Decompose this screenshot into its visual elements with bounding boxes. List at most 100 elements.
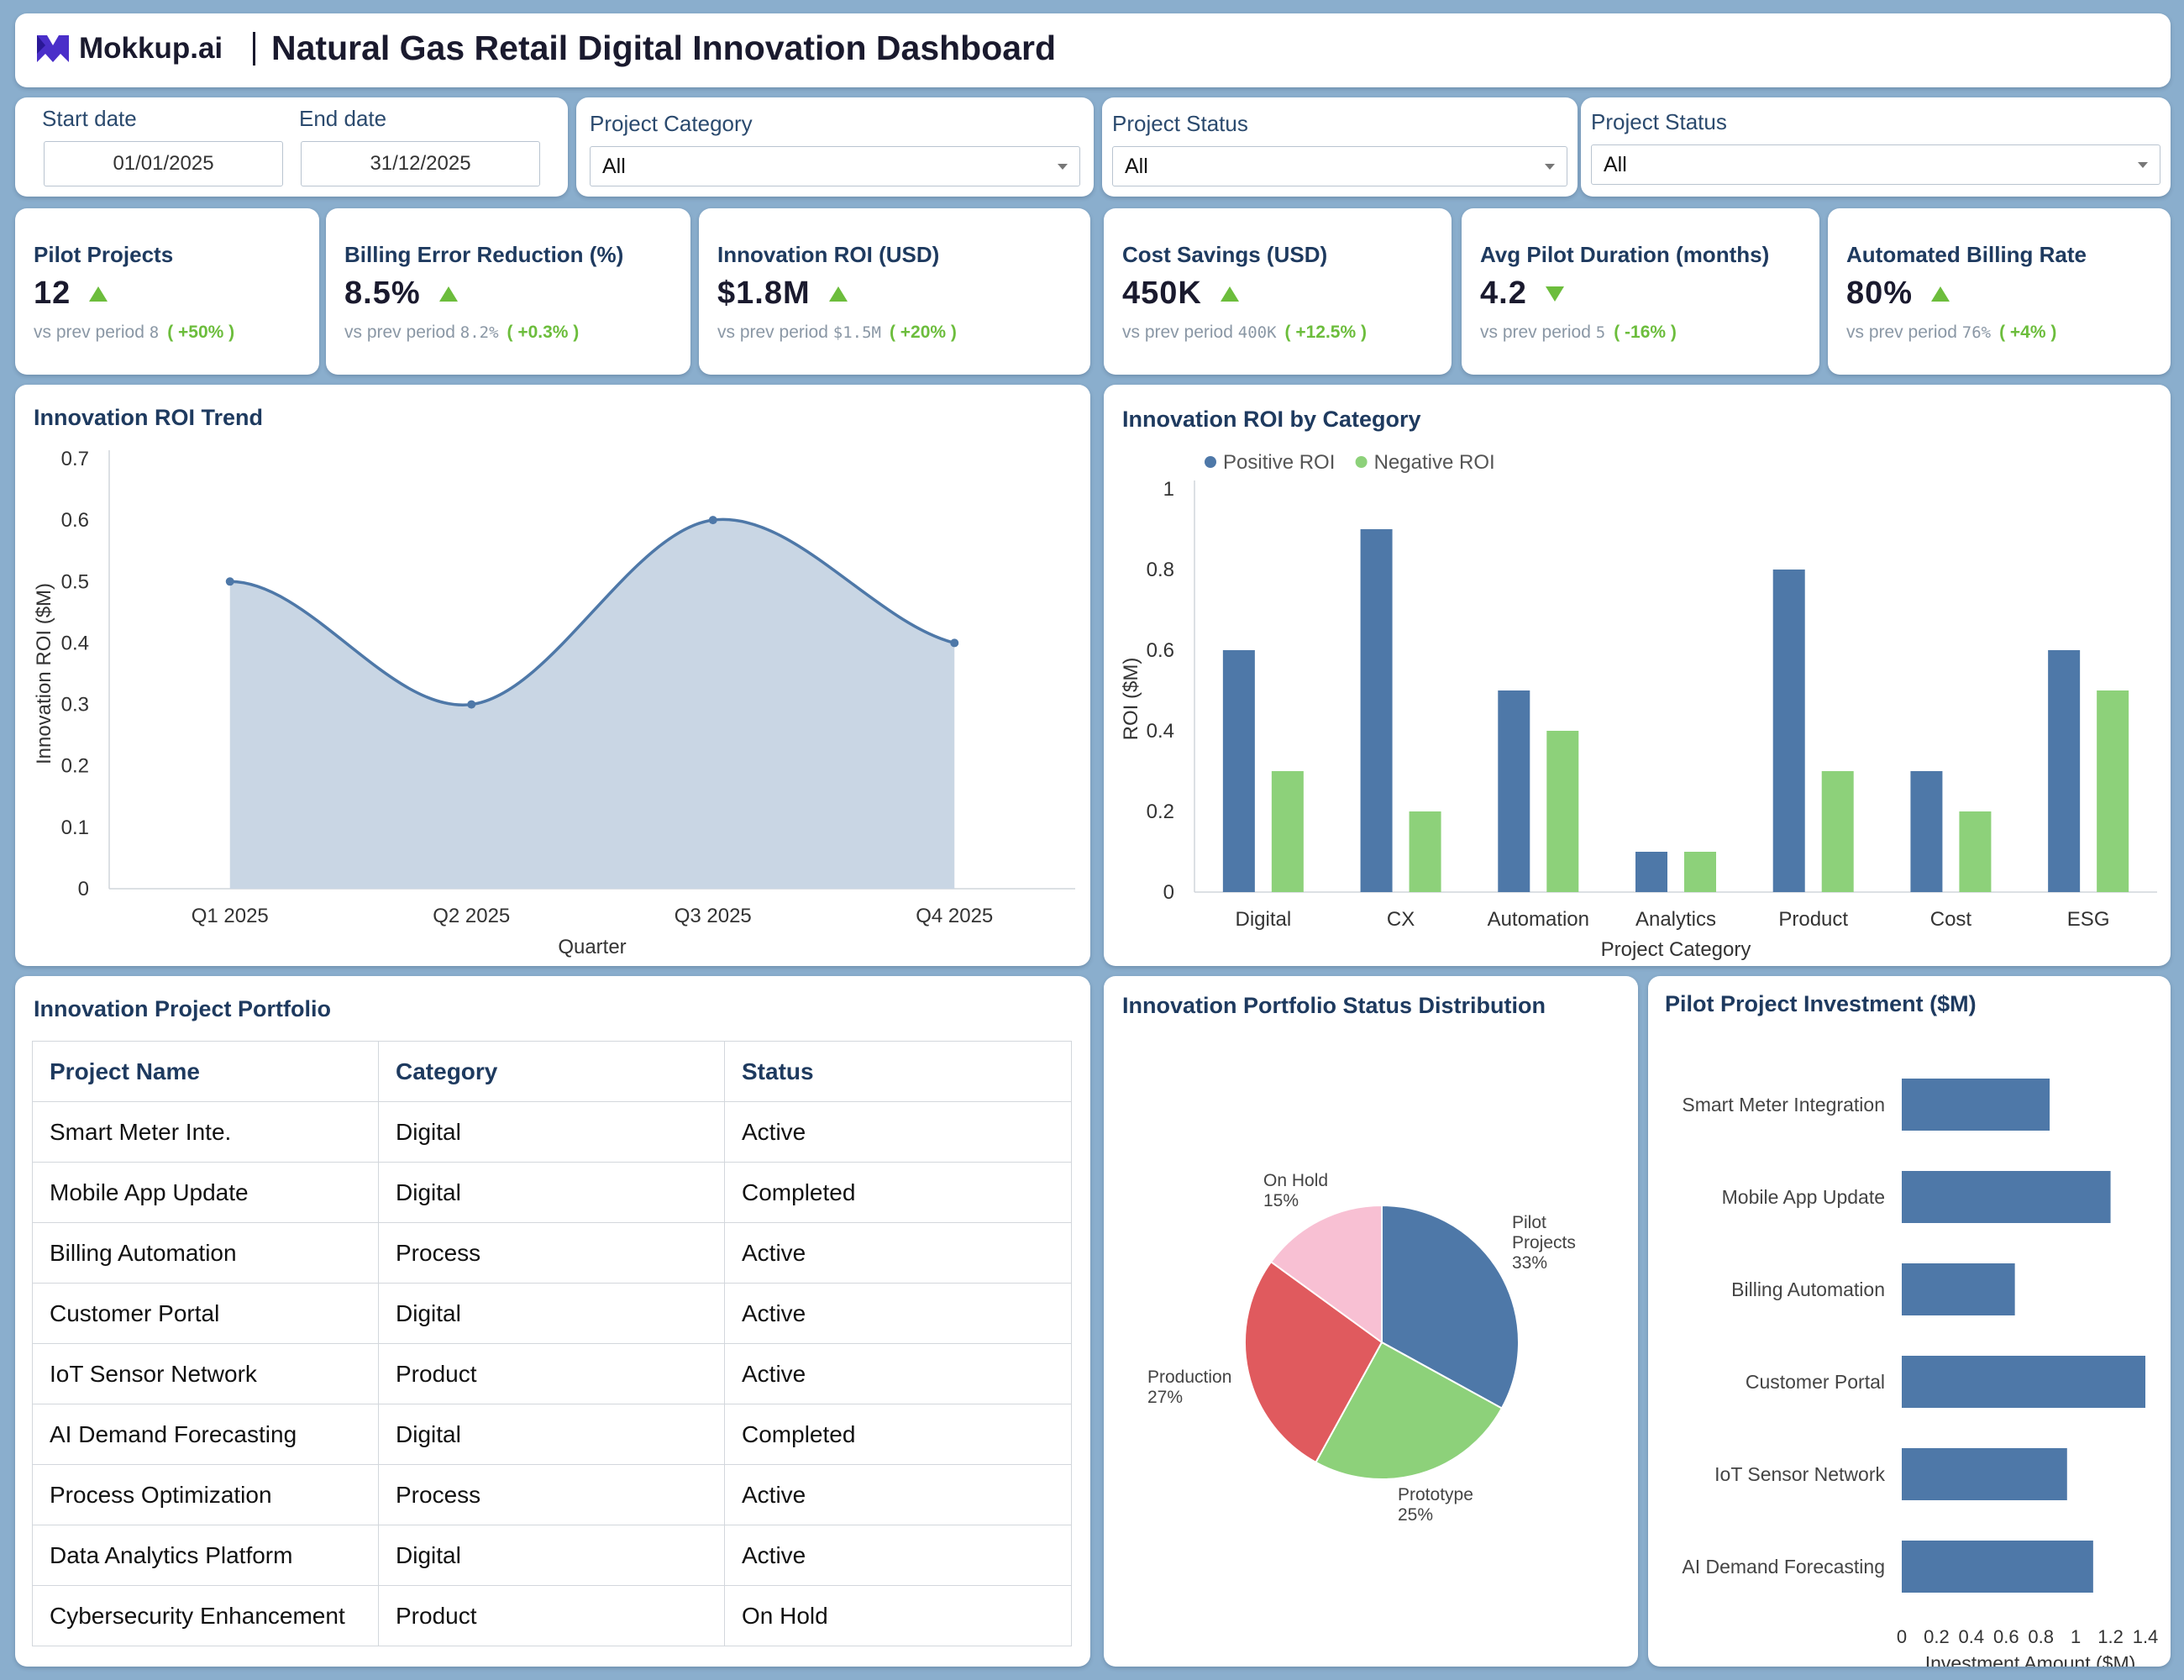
table-row[interactable]: Customer Portal Digital Active: [32, 1283, 1072, 1344]
status-select[interactable]: All: [1112, 146, 1567, 186]
chevron-down-icon: [1058, 164, 1068, 170]
cell-category: Digital: [378, 1525, 725, 1586]
category-filter-card: Project Category All: [576, 97, 1094, 197]
table-row[interactable]: AI Demand Forecasting Digital Completed: [32, 1404, 1072, 1465]
category-select[interactable]: All: [590, 146, 1080, 186]
chevron-down-icon: [1545, 164, 1555, 170]
kpi-value: 80%: [1846, 276, 1914, 311]
kpi-prev-label: vs prev period: [717, 323, 828, 342]
column-header[interactable]: Status: [724, 1041, 1072, 1102]
table-row[interactable]: Mobile App Update Digital Completed: [32, 1162, 1072, 1223]
cell-project-name: AI Demand Forecasting: [32, 1404, 379, 1465]
start-date-input[interactable]: 01/01/2025: [44, 141, 283, 186]
kpi-card-pilot-projects: Pilot Projects 12 vs prev period 8 ( +50%…: [15, 208, 319, 375]
y-axis-title: ROI ($M): [1120, 658, 1142, 741]
cell-project-name: Mobile App Update: [32, 1162, 379, 1223]
x-tick-label: Q4 2025: [916, 905, 993, 927]
column-header[interactable]: Category: [378, 1041, 725, 1102]
slice-percent: 25%: [1398, 1505, 1433, 1525]
slice-percent: 33%: [1512, 1253, 1547, 1273]
table-row[interactable]: Billing Automation Process Active: [32, 1222, 1072, 1284]
table-row[interactable]: Cybersecurity Enhancement Product On Hold: [32, 1585, 1072, 1646]
y-tick-label: 0.3: [61, 694, 89, 717]
roi-data-point: [708, 516, 717, 525]
x-tick-label: 0: [1897, 1626, 1907, 1647]
brand-logo[interactable]: Mokkup.ai: [35, 32, 223, 66]
status-select-value: All: [1125, 154, 1148, 178]
positive-roi-bar: [1772, 570, 1805, 892]
roi-data-point: [225, 577, 234, 586]
legend-marker: [1205, 456, 1216, 468]
investment-card: Pilot Project Investment ($M) Smart Mete…: [1648, 976, 2171, 1667]
positive-roi-bar: [1635, 852, 1667, 892]
negative-roi-bar: [1271, 771, 1304, 892]
y-tick-label: Customer Portal: [1746, 1371, 1885, 1393]
investment-bar: [1902, 1079, 2050, 1131]
roi-category-card: Innovation ROI by Category 0 0.2 0.4 0.6 0.8…: [1104, 385, 2171, 966]
y-tick-label: 0.7: [61, 448, 89, 470]
x-tick-label: Q1 2025: [192, 905, 269, 927]
status2-select[interactable]: All: [1591, 144, 2160, 185]
column-header[interactable]: Project Name: [32, 1041, 379, 1102]
x-tick-label: Digital: [1236, 908, 1292, 931]
positive-roi-bar: [1498, 690, 1530, 892]
kpi-title: Pilot Projects: [34, 242, 174, 267]
kpi-value: 450K: [1122, 276, 1202, 311]
cell-status: Active: [724, 1343, 1072, 1404]
roi-data-point: [467, 700, 476, 709]
kpi-title: Cost Savings (USD): [1122, 242, 1328, 267]
cell-project-name: Cybersecurity Enhancement: [32, 1585, 379, 1646]
x-tick-label: 0.8: [2028, 1626, 2054, 1647]
kpi-value: 4.2: [1480, 276, 1527, 311]
y-tick-label: 0.6: [1147, 639, 1174, 662]
kpi-compare: vs prev period 5 ( -16% ): [1480, 323, 1677, 343]
kpi-card-cost-savings: Cost Savings (USD) 450K vs prev period 4…: [1104, 208, 1452, 375]
x-tick-label: Automation: [1488, 908, 1589, 931]
table-row[interactable]: IoT Sensor Network Product Active: [32, 1343, 1072, 1404]
roi-category-title: Innovation ROI by Category: [1122, 407, 1421, 432]
kpi-value: $1.8M: [717, 276, 811, 311]
cell-category: Digital: [378, 1404, 725, 1465]
x-tick-label: Cost: [1930, 908, 1972, 931]
header-divider: [253, 32, 255, 66]
kpi-title: Avg Pilot Duration (months): [1480, 242, 1770, 267]
portfolio-card: Innovation Project Portfolio Project Nam…: [15, 976, 1090, 1667]
x-tick-label: 1: [2071, 1626, 2081, 1647]
slice-label: Projects: [1512, 1233, 1576, 1252]
kpi-delta: ( +12.5% ): [1284, 323, 1367, 342]
kpi-compare: vs prev period 8 ( +50% ): [34, 323, 234, 343]
kpi-value: 8.5%: [344, 276, 421, 311]
slice-label: Prototype: [1398, 1485, 1473, 1504]
kpi-card-innovation-roi: Innovation ROI (USD) $1.8M vs prev perio…: [699, 208, 1090, 375]
kpi-value-row: $1.8M: [717, 276, 848, 312]
y-tick-label: 0: [78, 878, 89, 900]
negative-roi-bar: [1821, 771, 1854, 892]
investment-bar: [1902, 1541, 2093, 1593]
table-row[interactable]: Process Optimization Process Active: [32, 1464, 1072, 1525]
investment-bar: [1902, 1263, 2015, 1315]
header-bar: Mokkup.ai Natural Gas Retail Digital Inn…: [15, 13, 2171, 87]
cell-status: Active: [724, 1101, 1072, 1163]
x-tick-label: Q2 2025: [433, 905, 510, 927]
kpi-prev-label: vs prev period: [1846, 323, 1957, 342]
table-row[interactable]: Data Analytics Platform Digital Active: [32, 1525, 1072, 1586]
x-tick-label: ESG: [2067, 908, 2110, 931]
date-filter-card: Start date 01/01/2025 End date 31/12/202…: [15, 97, 568, 197]
cell-status: Active: [724, 1525, 1072, 1586]
kpi-title: Innovation ROI (USD): [717, 242, 940, 267]
trend-up-icon: [1220, 286, 1239, 302]
y-tick-label: 0.1: [61, 816, 89, 839]
x-tick-label: Analytics: [1635, 908, 1716, 931]
y-tick-label: 0.2: [61, 755, 89, 778]
cell-project-name: Process Optimization: [32, 1464, 379, 1525]
cell-category: Process: [378, 1222, 725, 1284]
y-tick-label: AI Demand Forecasting: [1682, 1556, 1885, 1578]
y-tick-label: Billing Automation: [1731, 1278, 1885, 1300]
cell-status: Active: [724, 1283, 1072, 1344]
y-tick-label: 0.4: [61, 632, 89, 654]
portfolio-table: Project Name Category Status Smart Meter…: [32, 1041, 1072, 1646]
end-date-input[interactable]: 31/12/2025: [301, 141, 540, 186]
table-row[interactable]: Smart Meter Inte. Digital Active: [32, 1101, 1072, 1163]
kpi-prev-value: 8: [149, 323, 160, 342]
